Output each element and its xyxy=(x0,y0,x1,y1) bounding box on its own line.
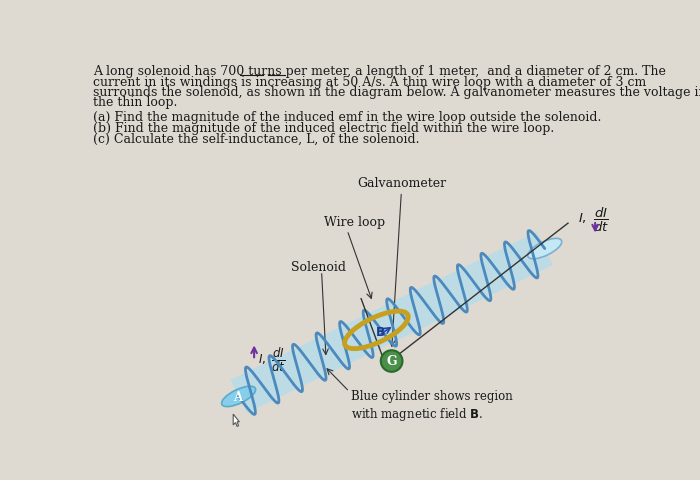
Circle shape xyxy=(381,350,402,372)
Text: surrounds the solenoid, as shown in the diagram below. A galvanometer measures t: surrounds the solenoid, as shown in the … xyxy=(93,86,700,99)
Ellipse shape xyxy=(222,386,256,407)
Text: Blue cylinder shows region
with magnetic field $\mathbf{B}$.: Blue cylinder shows region with magnetic… xyxy=(351,390,512,423)
Text: (b) Find the magnitude of the induced electric field within the wire loop.: (b) Find the magnitude of the induced el… xyxy=(93,122,554,135)
Text: Galvanometer: Galvanometer xyxy=(357,177,446,190)
Text: current in its windings is increasing at 50 A/s. A thin wire loop with a diamete: current in its windings is increasing at… xyxy=(93,76,646,89)
Text: Wire loop: Wire loop xyxy=(324,216,385,228)
Text: (a) Find the magnitude of the induced emf in the wire loop outside the solenoid.: (a) Find the magnitude of the induced em… xyxy=(93,111,601,124)
Text: $I,\ \dfrac{dI}{dt}$: $I,\ \dfrac{dI}{dt}$ xyxy=(578,206,609,234)
Text: $\mathbf{B}$: $\mathbf{B}$ xyxy=(375,326,386,339)
Text: $I,\ \dfrac{dI}{dt}$: $I,\ \dfrac{dI}{dt}$ xyxy=(258,347,286,374)
Ellipse shape xyxy=(528,239,562,259)
Text: A long solenoid has 700 turns per meter, a length of 1 meter,  and a diameter of: A long solenoid has 700 turns per meter,… xyxy=(93,65,666,78)
Polygon shape xyxy=(233,414,239,426)
Text: A: A xyxy=(233,392,242,405)
Text: (c) Calculate the self-inductance, L, of the solenoid.: (c) Calculate the self-inductance, L, of… xyxy=(93,132,419,145)
Text: Solenoid: Solenoid xyxy=(290,261,346,274)
Text: G: G xyxy=(386,355,397,368)
Polygon shape xyxy=(230,232,553,413)
Text: the thin loop.: the thin loop. xyxy=(93,96,177,109)
